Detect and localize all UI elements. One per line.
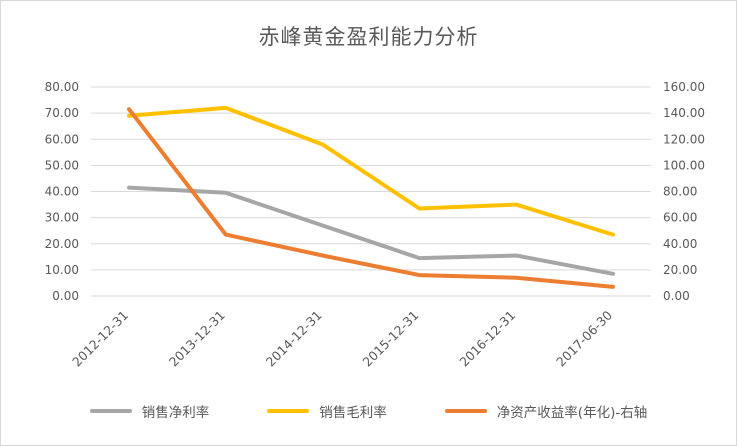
legend-item-gross-margin: 销售毛利率 [267,401,387,421]
left-axis-tick-label: 60.00 [45,132,79,146]
left-axis-tick-label: 70.00 [45,106,79,120]
right-axis-tick-label: 60.00 [663,211,697,225]
line-chart-plot: 80.00 160.00 70.00 140.00 60.00 120.00 50.00 10… [45,80,705,370]
right-axis-tick-label: 40.00 [663,237,697,251]
chart-legend: 销售净利率 销售毛利率 净资产收益率(年化)-右轴 [1,401,736,421]
x-axis-tick-label: 2013-12-31 [166,308,228,370]
roe-line-swatch [444,409,487,413]
x-axis-tick-label: 2017-06-30 [553,307,615,369]
left-axis-tick-label: 50.00 [45,158,79,172]
legend-item-roe: 净资产收益率(年化)-右轴 [444,401,648,421]
series-line-2 [127,107,615,289]
x-axis-tick-label: 2016-12-31 [456,308,518,370]
left-axis-tick-label: 40.00 [45,185,79,199]
legend-item-net-margin: 销售净利率 [89,401,210,421]
x-axis-tick-label: 2015-12-31 [360,308,422,370]
right-axis-tick-label: 140.00 [663,106,705,120]
legend-label-net-margin: 销售净利率 [141,405,210,421]
x-axis-tick-label: 2014-12-31 [263,308,325,370]
series-line-1 [127,105,615,237]
right-axis-tick-label: 0.00 [663,289,690,303]
right-axis-tick-label: 120.00 [663,132,705,146]
net-margin-line-swatch [89,409,132,413]
left-axis-tick-label: 10.00 [45,263,79,277]
right-axis-tick-label: 100.00 [663,158,705,172]
chart-title: 赤峰黄金盈利能力分析 [258,25,479,49]
left-axis-tick-label: 30.00 [45,211,79,225]
gross-margin-line-swatch [267,409,310,413]
x-axis-tick-label: 2012-12-31 [69,308,131,370]
series-line-0 [127,185,615,276]
left-axis-tick-label: 0.00 [52,289,79,303]
right-axis-tick-label: 20.00 [663,263,697,277]
right-axis-tick-label: 80.00 [663,185,697,199]
legend-label-gross-margin: 销售毛利率 [319,405,387,421]
legend-label-roe: 净资产收益率(年化)-右轴 [496,405,648,421]
left-axis-tick-label: 20.00 [45,237,79,251]
left-axis-tick-label: 80.00 [45,80,79,94]
right-axis-tick-label: 160.00 [663,80,705,94]
